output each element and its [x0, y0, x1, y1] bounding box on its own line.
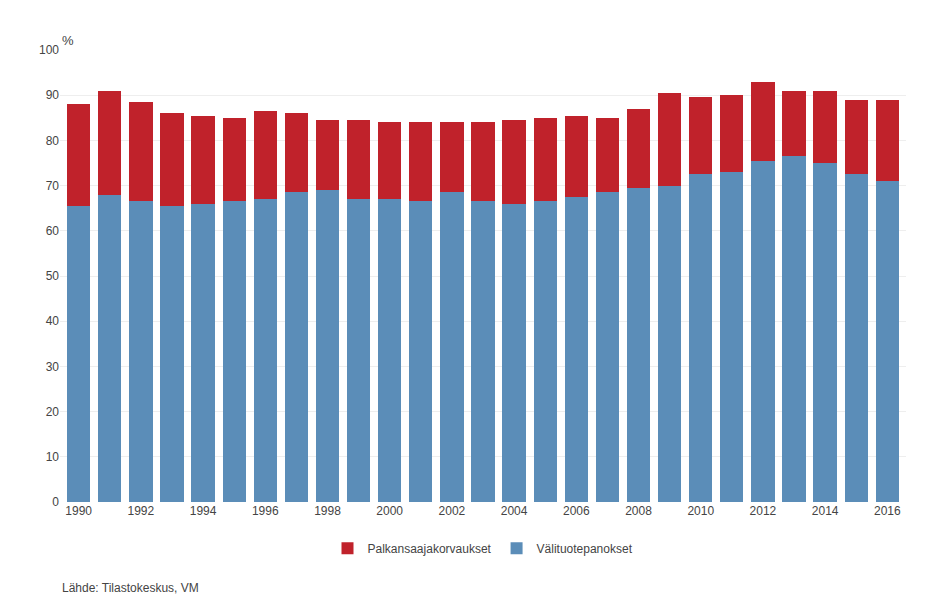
svg-text:Lähde: Tilastokeskus, VM: Lähde: Tilastokeskus, VM: [62, 581, 199, 595]
svg-text:10: 10: [46, 450, 60, 464]
svg-text:2012: 2012: [750, 504, 777, 518]
svg-text:Palkansaajakorvaukset: Palkansaajakorvaukset: [368, 542, 492, 556]
svg-text:1990: 1990: [65, 504, 92, 518]
svg-text:80: 80: [46, 134, 60, 148]
svg-text:0: 0: [52, 495, 59, 509]
svg-text:2016: 2016: [874, 504, 901, 518]
svg-text:2002: 2002: [439, 504, 466, 518]
svg-text:Välituotepanokset: Välituotepanokset: [537, 542, 633, 556]
svg-text:30: 30: [46, 360, 60, 374]
svg-text:2004: 2004: [501, 504, 528, 518]
svg-text:1992: 1992: [128, 504, 155, 518]
svg-text:2006: 2006: [563, 504, 590, 518]
svg-text:40: 40: [46, 314, 60, 328]
svg-text:2014: 2014: [812, 504, 839, 518]
svg-text:70: 70: [46, 179, 60, 193]
svg-text:1998: 1998: [314, 504, 341, 518]
svg-text:2000: 2000: [376, 504, 403, 518]
svg-text:%: %: [62, 33, 74, 48]
svg-text:50: 50: [46, 269, 60, 283]
svg-text:90: 90: [46, 88, 60, 102]
svg-text:60: 60: [46, 224, 60, 238]
svg-text:2010: 2010: [687, 504, 714, 518]
svg-text:1994: 1994: [190, 504, 217, 518]
svg-text:20: 20: [46, 405, 60, 419]
svg-text:1996: 1996: [252, 504, 279, 518]
svg-text:100: 100: [39, 43, 59, 57]
svg-text:2008: 2008: [625, 504, 652, 518]
